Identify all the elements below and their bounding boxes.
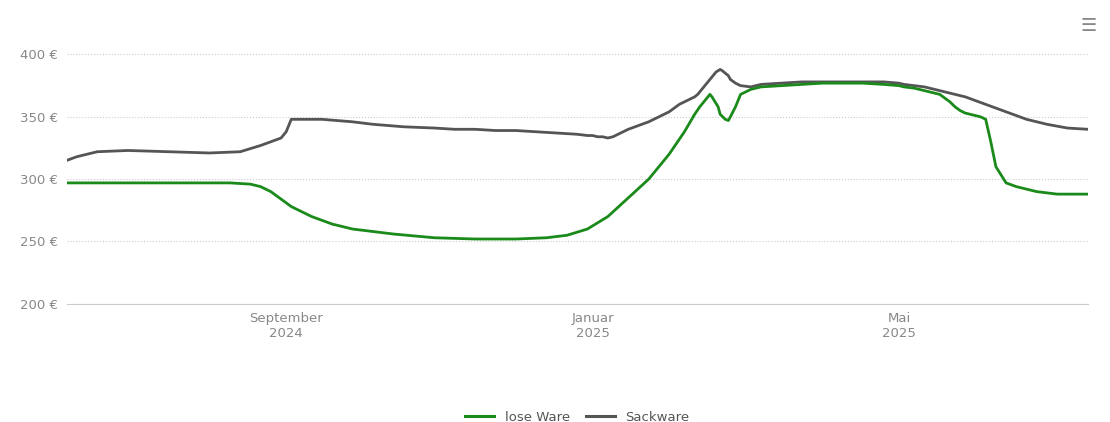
Text: ☰: ☰	[1080, 17, 1097, 35]
Legend: lose Ware, Sackware: lose Ware, Sackware	[460, 406, 695, 422]
